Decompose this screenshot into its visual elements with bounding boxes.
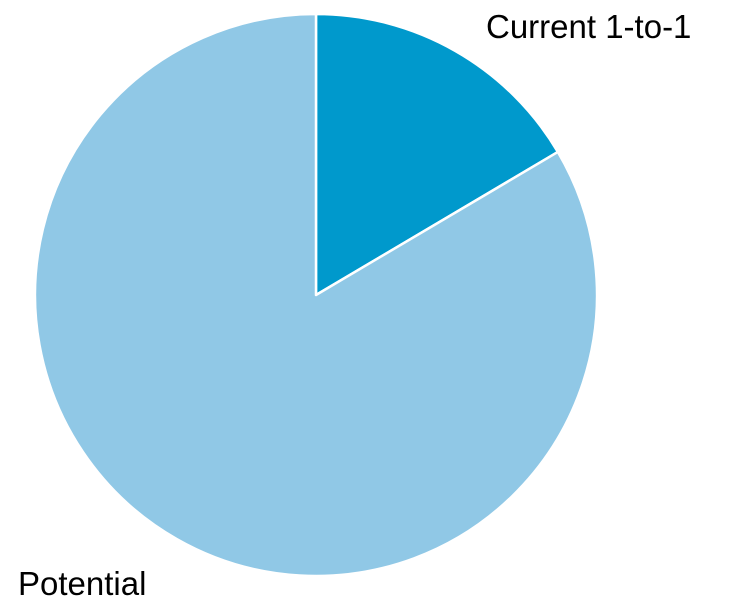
- pie-slice-potential: [33, 12, 599, 578]
- slice-label-potential: Potential: [18, 565, 146, 602]
- pie-slice-current-1-to-1: [314, 12, 560, 297]
- slice-label-current-1-to-1: Current 1-to-1: [486, 8, 691, 45]
- pie-slices: [33, 12, 599, 578]
